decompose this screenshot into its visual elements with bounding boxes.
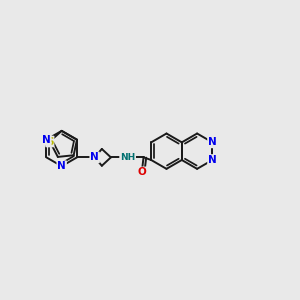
Text: NH: NH: [120, 153, 135, 162]
Text: N: N: [90, 152, 99, 162]
Text: N: N: [208, 155, 217, 165]
Text: N: N: [42, 135, 51, 145]
Text: N: N: [57, 161, 66, 171]
Text: O: O: [137, 167, 146, 177]
Text: S: S: [46, 136, 54, 146]
Text: N: N: [208, 137, 217, 147]
